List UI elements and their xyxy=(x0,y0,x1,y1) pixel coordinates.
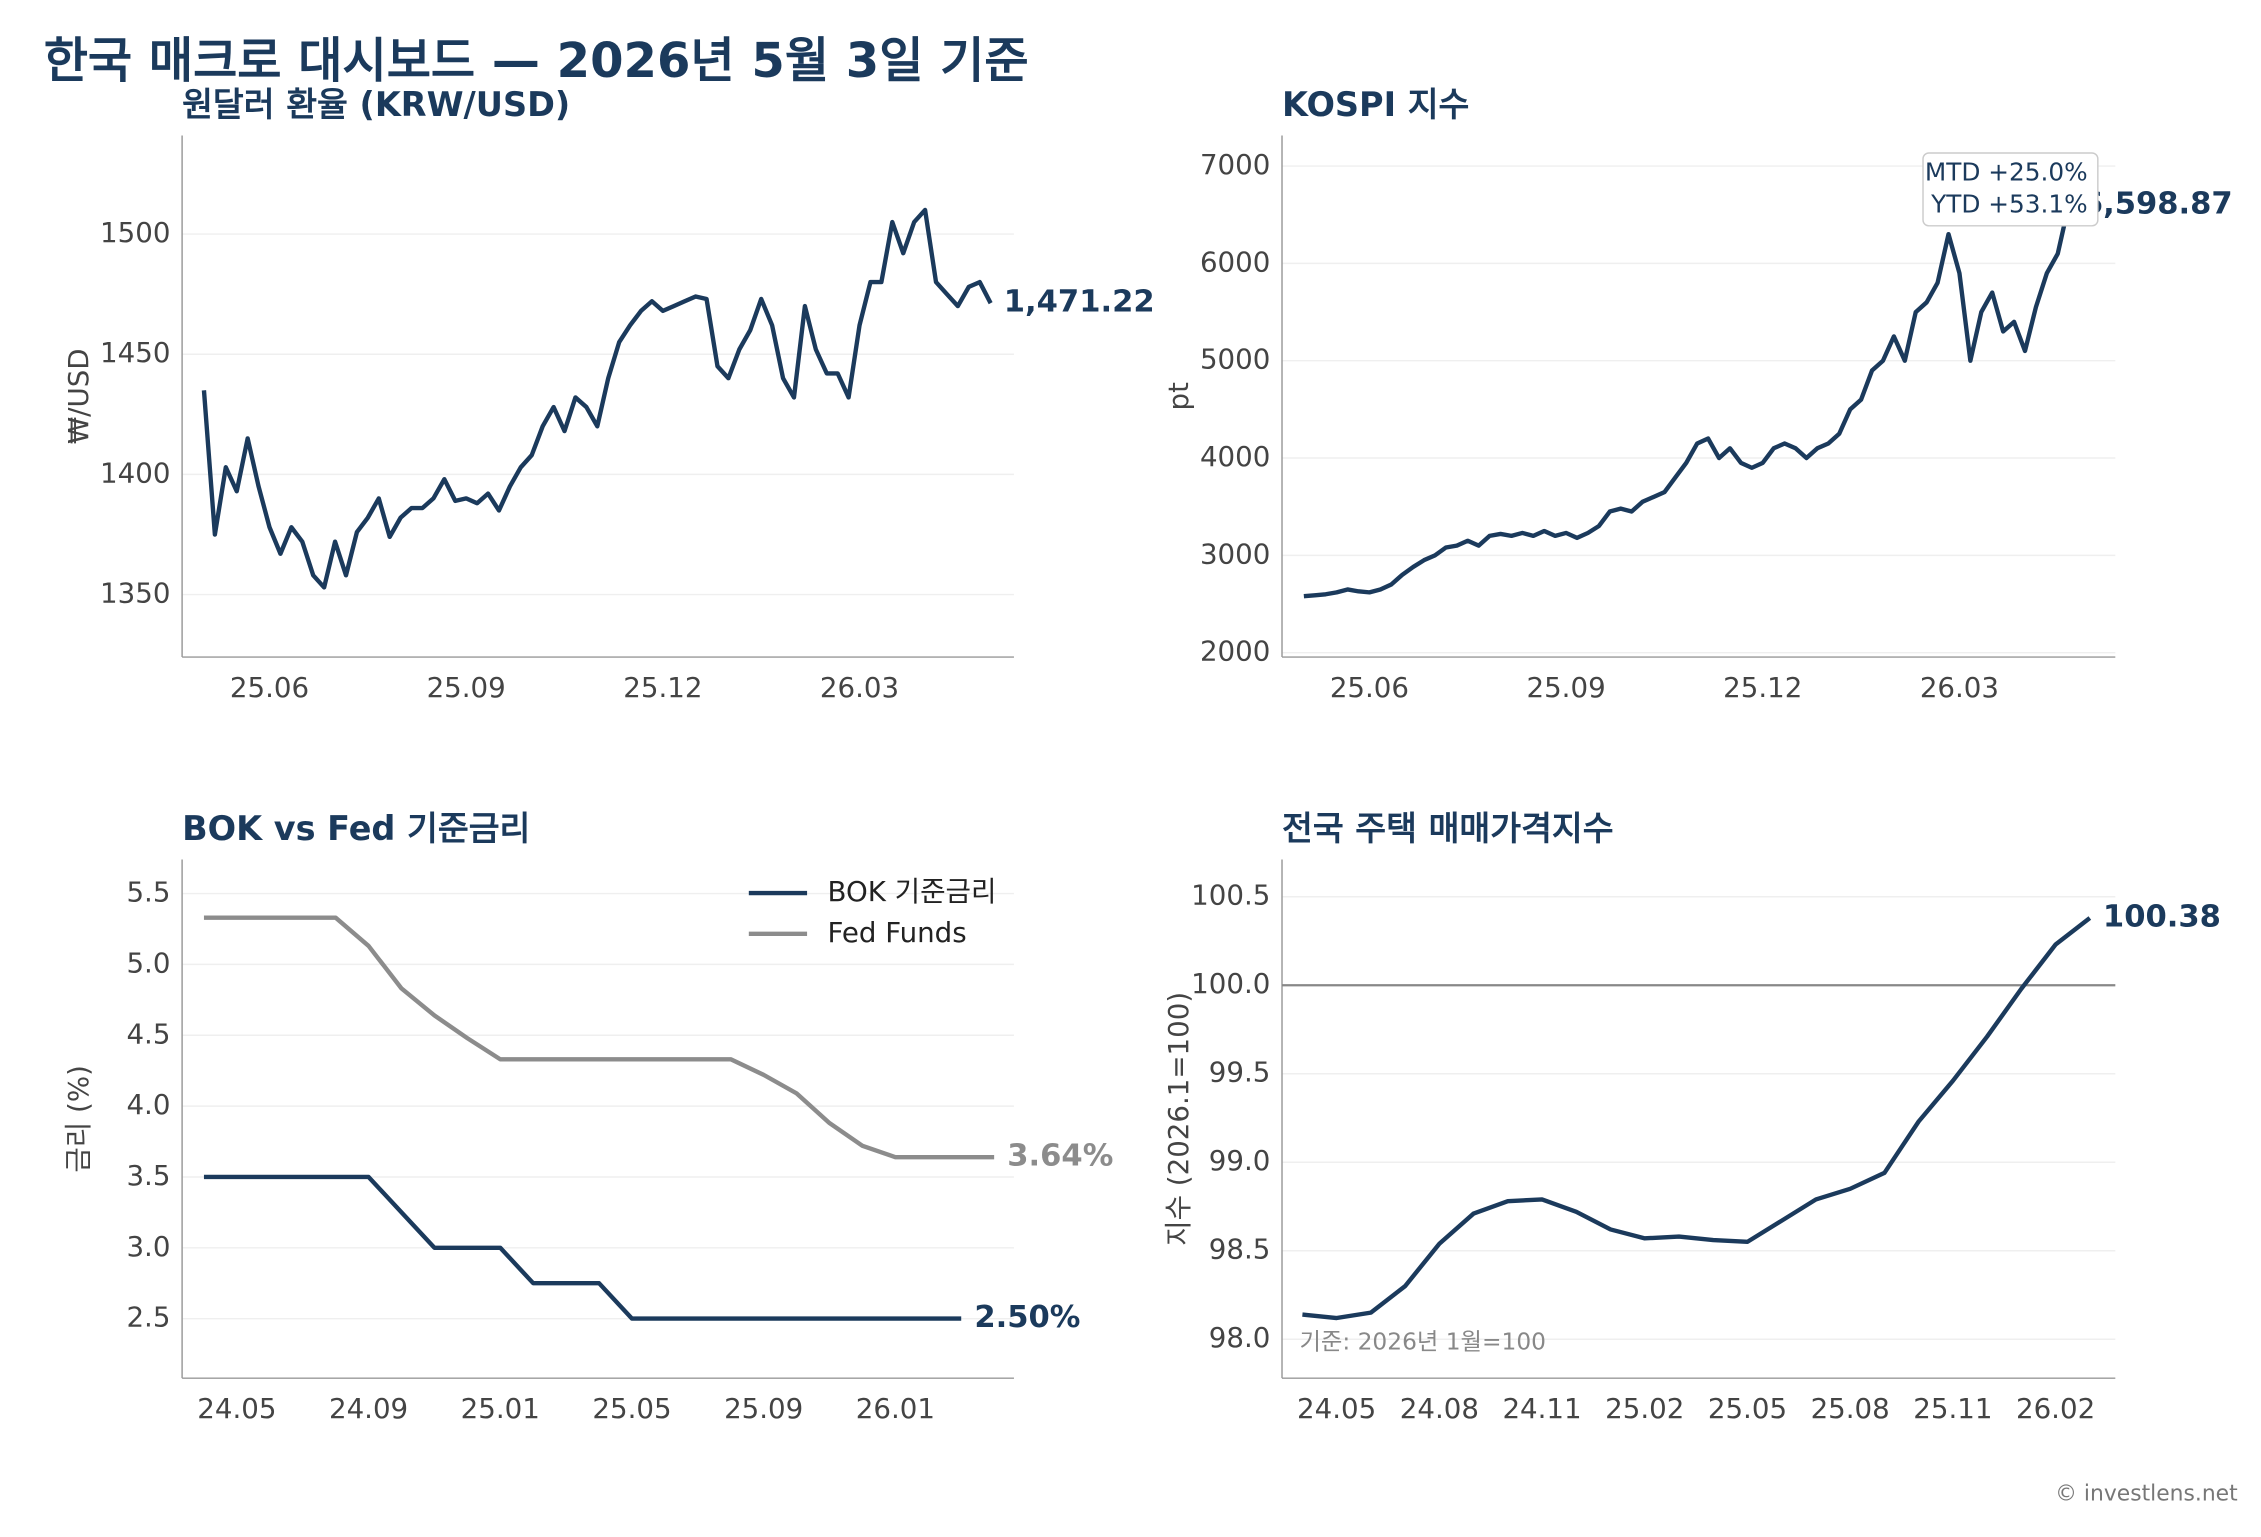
y-tick-label: 99.0 xyxy=(1209,1144,1271,1177)
end-label: 3.64% xyxy=(1007,1139,1113,1174)
x-tick-label: 25.02 xyxy=(1605,1392,1684,1425)
y-tick-label: 99.5 xyxy=(1209,1056,1271,1089)
x-tick-label: 25.09 xyxy=(724,1392,803,1425)
subplot-title: KOSPI 지수 xyxy=(1282,85,1469,124)
y-tick-label: 1350 xyxy=(100,577,170,610)
x-tick-label: 24.05 xyxy=(1297,1392,1376,1425)
y-tick-label: 2.5 xyxy=(126,1301,170,1334)
y-tick-label: 3.0 xyxy=(126,1230,170,1263)
y-tick-label: 98.0 xyxy=(1209,1321,1271,1354)
y-tick-label: 1400 xyxy=(100,456,170,489)
end-label: 6,598.87 xyxy=(2082,187,2233,222)
y-axis-label: 금리 (%) xyxy=(62,1065,95,1173)
x-tick-label: 25.12 xyxy=(623,671,702,704)
x-tick-label: 25.12 xyxy=(1723,671,1802,704)
footer: © investlens.net xyxy=(2055,1482,2238,1507)
series-line xyxy=(203,1174,962,1321)
y-tick-label: 2000 xyxy=(1200,635,1270,668)
y-tick-label: 3.5 xyxy=(126,1159,170,1192)
subplot-title: BOK vs Fed 기준금리 xyxy=(182,809,530,848)
legend-label: Fed Funds xyxy=(827,916,966,949)
x-tick-label: 25.06 xyxy=(1330,671,1409,704)
annotation-text: MTD +25.0% xyxy=(1925,157,2088,186)
y-tick-label: 4.5 xyxy=(126,1017,170,1050)
annotation-box xyxy=(1922,152,2099,227)
y-tick-label: 1450 xyxy=(100,336,170,369)
page-title: 한국 매크로 대시보드 — 2026년 5월 3일 기준 xyxy=(44,33,1029,89)
y-tick-label: 6000 xyxy=(1200,245,1270,278)
y-tick-label: 100.0 xyxy=(1191,967,1270,1000)
x-tick-label: 24.05 xyxy=(197,1392,276,1425)
x-tick-label: 25.05 xyxy=(1708,1392,1787,1425)
end-label: 2.50% xyxy=(974,1300,1080,1335)
x-tick-label: 25.05 xyxy=(592,1392,671,1425)
y-tick-label: 98.5 xyxy=(1209,1233,1271,1266)
series-line xyxy=(1303,204,2071,599)
series-line xyxy=(203,915,995,1160)
legend-label: BOK 기준금리 xyxy=(827,875,996,908)
x-tick-label: 25.01 xyxy=(461,1392,540,1425)
x-tick-label: 25.11 xyxy=(1913,1392,1992,1425)
x-tick-label: 24.08 xyxy=(1400,1392,1479,1425)
y-axis-label: 지수 (2026.1=100) xyxy=(1162,992,1195,1246)
y-tick-label: 1500 xyxy=(100,216,170,249)
y-tick-label: 5.5 xyxy=(126,876,170,909)
x-tick-label: 25.08 xyxy=(1811,1392,1890,1425)
x-tick-label: 25.06 xyxy=(230,671,309,704)
y-tick-label: 7000 xyxy=(1200,148,1270,181)
x-tick-label: 24.11 xyxy=(1502,1392,1581,1425)
subplot-title: 원달러 환율 (KRW/USD) xyxy=(182,85,570,124)
subplot-title: 전국 주택 매매가격지수 xyxy=(1282,809,1614,848)
end-label: 1,471.22 xyxy=(1004,285,1155,320)
y-axis-label: pt xyxy=(1162,382,1195,411)
x-tick-label: 26.03 xyxy=(820,671,899,704)
series-line xyxy=(1302,916,2092,1321)
series-line xyxy=(201,207,993,590)
y-tick-label: 3000 xyxy=(1200,537,1270,570)
x-tick-label: 26.01 xyxy=(856,1392,935,1425)
annotation-text: YTD +53.1% xyxy=(1930,189,2088,218)
note: 기준: 2026년 1월=100 xyxy=(1299,1329,1546,1356)
x-tick-label: 25.09 xyxy=(1526,671,1605,704)
y-axis-label: ₩/USD xyxy=(62,348,95,444)
x-tick-label: 26.02 xyxy=(2016,1392,2095,1425)
y-tick-label: 5000 xyxy=(1200,343,1270,376)
y-tick-label: 100.5 xyxy=(1191,879,1270,912)
x-tick-label: 25.09 xyxy=(427,671,506,704)
x-tick-label: 26.03 xyxy=(1920,671,1999,704)
y-tick-label: 4000 xyxy=(1200,440,1270,473)
y-tick-label: 4.0 xyxy=(126,1088,170,1121)
x-tick-label: 24.09 xyxy=(329,1392,408,1425)
y-tick-label: 5.0 xyxy=(126,946,170,979)
end-label: 100.38 xyxy=(2103,899,2221,934)
